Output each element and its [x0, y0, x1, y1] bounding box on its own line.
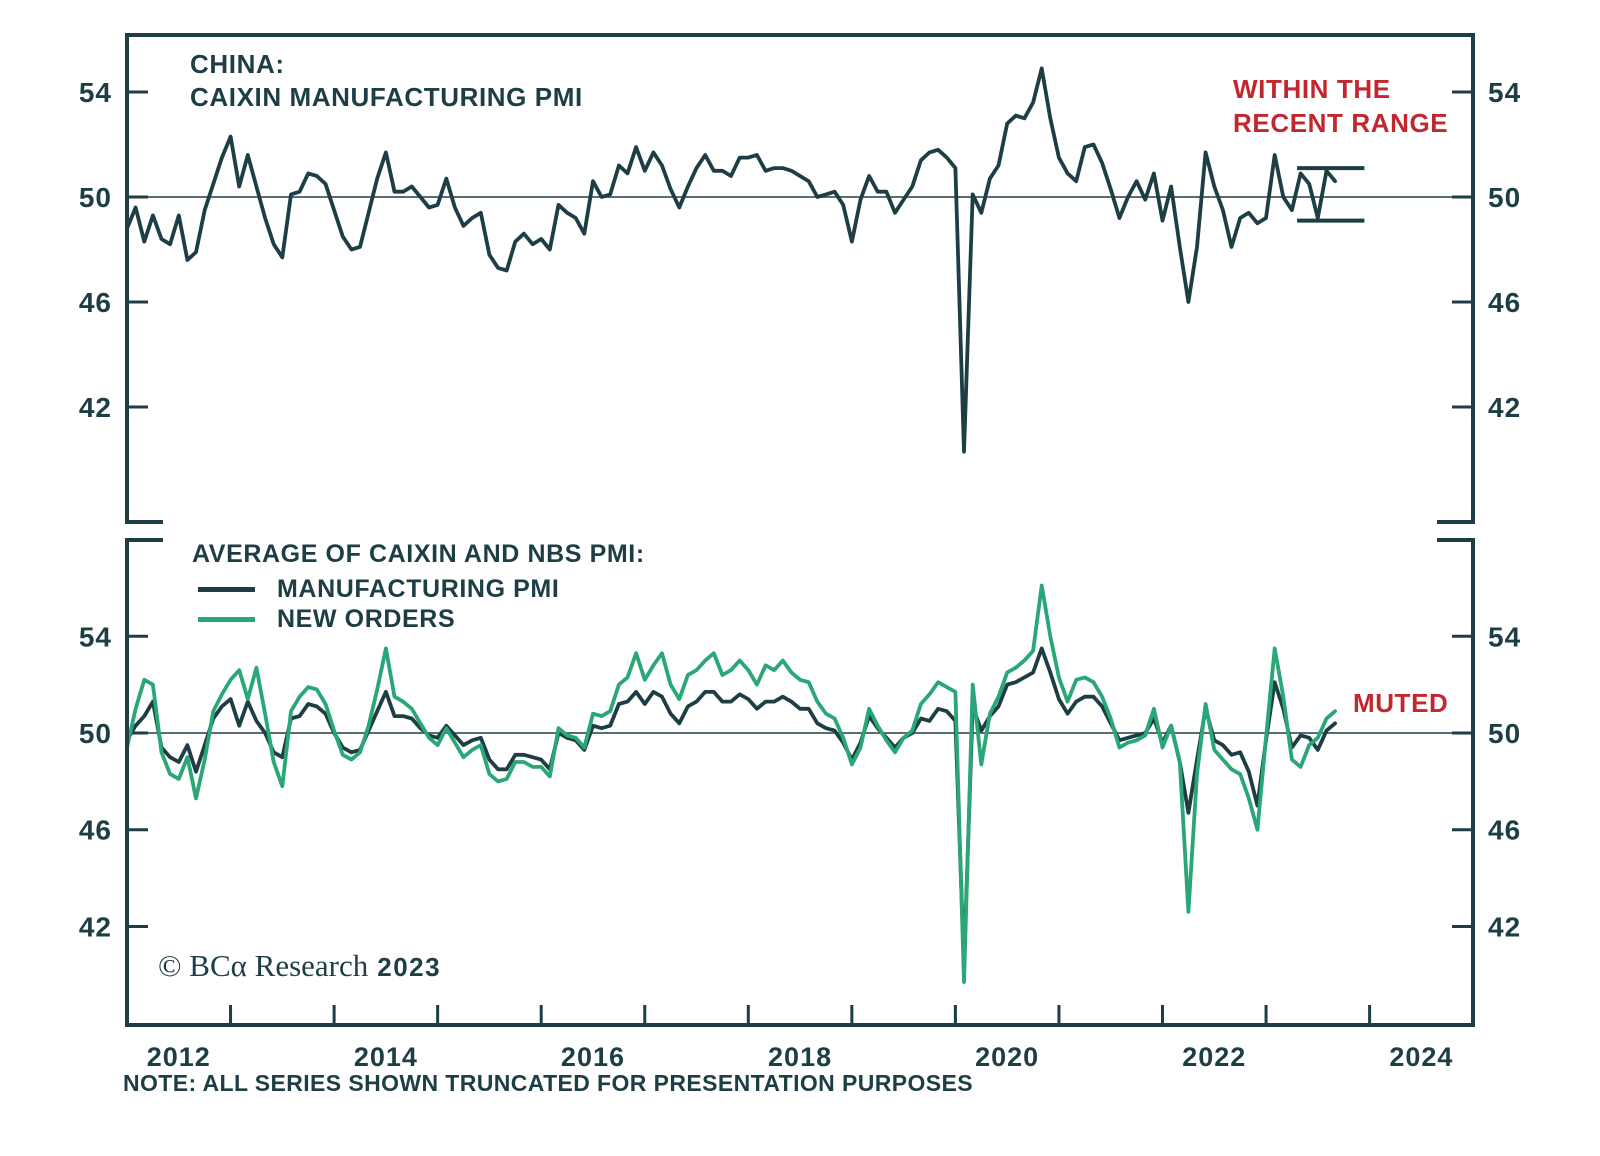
top-panel-frame: [125, 33, 1475, 524]
bottom-y-tick-label-left: 54: [79, 621, 112, 652]
x-tick-label: 2016: [561, 1042, 625, 1072]
copyright-year: 2023: [377, 952, 442, 982]
top-y-tick-label-right: 50: [1488, 182, 1521, 213]
x-tick-label: 2022: [1182, 1042, 1246, 1072]
bottom-y-tick-label-right: 46: [1488, 815, 1521, 846]
bottom-y-tick-label-right: 54: [1488, 621, 1521, 652]
x-tick-label: 2018: [768, 1042, 832, 1072]
x-tick-label: 2012: [147, 1042, 211, 1072]
x-tick-label: 2024: [1389, 1042, 1453, 1072]
annotation-muted: MUTED: [1353, 688, 1449, 718]
series-manufacturing-pmi: [125, 646, 1337, 967]
panel1-title: CHINA: CAIXIN MANUFACTURING PMI: [190, 48, 583, 114]
series-caixin-manufacturing-pmi: [125, 66, 1337, 454]
bottom-y-tick-label-right: 50: [1488, 718, 1521, 749]
annotation-range-line2: RECENT RANGE: [1233, 108, 1449, 138]
annotation-within-recent-range: WITHIN THE RECENT RANGE: [1233, 72, 1448, 140]
top-y-tick-label-left: 46: [79, 287, 112, 318]
panel2-legend: AVERAGE OF CAIXIN AND NBS PMI: MANUFACTU…: [192, 540, 645, 634]
legend-row-new-orders: NEW ORDERS: [192, 604, 645, 634]
top-y-tick-label-left: 54: [79, 77, 112, 108]
top-y-tick-label-left: 50: [79, 182, 112, 213]
legend-swatch-manufacturing-pmi: [198, 586, 255, 592]
top-y-tick-label-right: 46: [1488, 287, 1521, 318]
legend-label-manufacturing-pmi: MANUFACTURING PMI: [277, 574, 560, 603]
annotation-range-line1: WITHIN THE: [1233, 74, 1391, 104]
copyright-text: © BCα Research: [158, 948, 369, 983]
legend-title: AVERAGE OF CAIXIN AND NBS PMI:: [192, 540, 645, 568]
legend-swatch-new-orders: [198, 616, 255, 622]
legend-label-new-orders: NEW ORDERS: [277, 604, 456, 633]
bottom-panel-frame: [125, 538, 1475, 1027]
bottom-y-tick-label-right: 42: [1488, 911, 1521, 942]
footnote: NOTE: ALL SERIES SHOWN TRUNCATED FOR PRE…: [123, 1070, 973, 1096]
copyright: © BCα Research 2023: [158, 948, 441, 984]
top-y-tick-label-right: 54: [1488, 77, 1521, 108]
top-y-tick-label-left: 42: [79, 392, 112, 423]
series-new-orders: [125, 583, 1337, 984]
top-y-tick-label-right: 42: [1488, 392, 1521, 423]
panel1-title-line1: CHINA:: [190, 49, 285, 79]
bottom-y-tick-label-left: 42: [79, 911, 112, 942]
panel1-title-line2: CAIXIN MANUFACTURING PMI: [190, 82, 583, 112]
bottom-y-tick-label-left: 50: [79, 718, 112, 749]
bottom-y-tick-label-left: 46: [79, 815, 112, 846]
x-tick-label: 2020: [975, 1042, 1039, 1072]
legend-row-manufacturing-pmi: MANUFACTURING PMI: [192, 574, 645, 604]
x-tick-label: 2014: [354, 1042, 418, 1072]
